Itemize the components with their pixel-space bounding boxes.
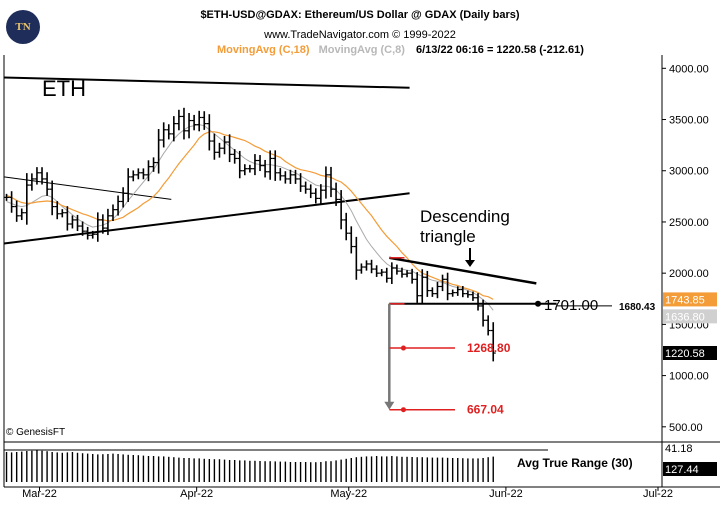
last-price-box xyxy=(663,345,717,360)
channel-lower-line xyxy=(3,192,410,245)
trendline xyxy=(3,176,172,200)
y-tick-label: 3500.00 xyxy=(669,115,709,127)
triangle-top-line xyxy=(389,256,537,285)
copyright: www.TradeNavigator.com © 1999-2022 xyxy=(264,29,456,41)
legend-ma18: MovingAvg (C,18) xyxy=(217,44,310,56)
ma18-line xyxy=(6,131,494,300)
y-tick-label: 500.00 xyxy=(669,422,703,434)
y-tick-label: 4000.00 xyxy=(669,63,709,75)
atr-value-box xyxy=(663,462,717,476)
atr-title: Avg True Range (30) xyxy=(517,456,633,470)
atr-label-2: 127.44 xyxy=(665,464,699,476)
target-dot xyxy=(400,407,406,413)
target-dot xyxy=(400,345,406,351)
pattern-label: Descending xyxy=(420,207,510,226)
chart-title: $ETH-USD@GDAX: Ethereum/US Dollar @ GDAX… xyxy=(200,9,520,21)
target-label: 667.04 xyxy=(467,403,504,417)
channel-upper-line xyxy=(3,76,410,89)
y-tick-label: 2500.00 xyxy=(669,217,709,229)
x-tick-label: Jul-22 xyxy=(643,488,673,500)
atr-label-1: 41.18 xyxy=(665,443,693,455)
x-tick-label: Mar-22 xyxy=(22,488,57,500)
last-price-label: 1220.58 xyxy=(665,348,705,360)
legend-last-bar: 6/13/22 06:16 = 1220.58 (-212.61) xyxy=(416,44,584,56)
watermark: © GenesisFT xyxy=(6,427,66,438)
support-dot xyxy=(535,300,541,307)
x-tick-label: May-22 xyxy=(330,488,367,500)
pattern-arrow-head xyxy=(465,260,475,267)
legend-ma8: MovingAvg (C,8) xyxy=(318,44,405,56)
ma8-price-box xyxy=(663,309,717,324)
ma18-price-label: 1743.85 xyxy=(665,294,705,306)
eth-label: ETH xyxy=(42,76,86,101)
support-label: 1701.00 xyxy=(544,297,598,314)
y-tick-label: 2000.00 xyxy=(669,268,709,280)
x-tick-label: Apr-22 xyxy=(180,488,213,500)
projection-arrow-head xyxy=(384,401,395,410)
y-tick-label: 3000.00 xyxy=(669,166,709,178)
pattern-label: triangle xyxy=(420,227,476,246)
x-tick-label: Jun-22 xyxy=(489,488,523,500)
ma18-price-box xyxy=(663,292,717,307)
trade-navigator-logo-icon: TN xyxy=(6,10,40,44)
y-tick-label: 1000.00 xyxy=(669,371,709,383)
support-right-label: 1680.43 xyxy=(619,302,656,313)
legend: MovingAvg (C,18) MovingAvg (C,8) 6/13/22… xyxy=(217,44,584,56)
ma8-price-label: 1636.80 xyxy=(665,311,705,323)
target-label: 1268.80 xyxy=(467,341,511,355)
